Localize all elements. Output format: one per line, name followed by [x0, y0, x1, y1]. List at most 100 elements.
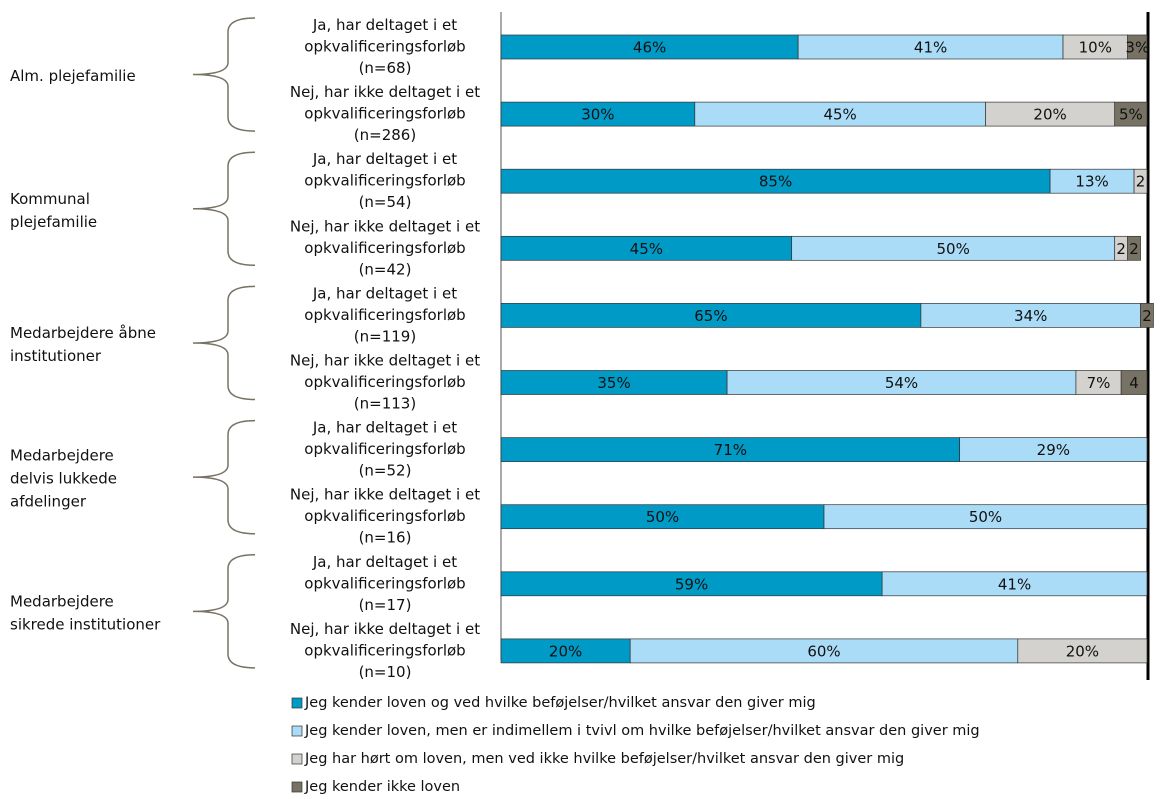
value-label: 59% — [675, 575, 708, 593]
bar-segment — [1127, 34, 1148, 60]
category-label: opkvalificeringsforløb — [304, 38, 465, 56]
bar-segment — [791, 235, 1116, 261]
category-label: Nej, har ikke deltaget i et — [290, 352, 480, 370]
category-label: Nej, har ikke deltaget i et — [290, 620, 480, 638]
group-label: plejefamilie — [10, 213, 97, 231]
category-label: (n=16) — [359, 529, 412, 547]
group-label: institutioner — [10, 347, 102, 365]
value-label: 20% — [1033, 106, 1066, 124]
group-label: Kommunal — [10, 190, 90, 208]
group-brace — [192, 151, 256, 267]
category-label: (n=68) — [359, 59, 412, 77]
value-label: 2 — [1116, 240, 1126, 258]
value-label: 2 — [1142, 307, 1152, 325]
bar-segment — [1049, 168, 1135, 194]
value-label: 41% — [914, 39, 947, 57]
bar-segment — [500, 101, 696, 127]
value-label: 7% — [1087, 374, 1111, 392]
category-label: (n=54) — [359, 193, 412, 211]
bar-segment — [1062, 34, 1128, 60]
bar-segment — [1127, 235, 1141, 261]
category-label: Nej, har ikke deltaget i et — [290, 486, 480, 504]
category-label: (n=42) — [359, 260, 412, 278]
category-label: Ja, har deltaget i et — [312, 284, 457, 302]
group-label: sikrede institutioner — [10, 615, 161, 633]
value-label: 50% — [646, 508, 679, 526]
bar-segment — [1017, 638, 1148, 664]
bar-segment — [629, 638, 1019, 664]
bar-segment — [1140, 303, 1154, 328]
bar-segment — [500, 571, 883, 597]
bar-segment — [985, 101, 1116, 127]
legend-swatch — [291, 753, 303, 765]
category-label: Nej, har ikke deltaget i et — [290, 83, 480, 101]
category-label: Ja, har deltaget i et — [312, 16, 457, 34]
category-label: opkvalificeringsforløb — [304, 172, 465, 190]
group-brace — [192, 419, 256, 535]
category-label: opkvalificeringsforløb — [304, 306, 465, 324]
bar-segment — [500, 638, 631, 664]
bar-segment — [881, 571, 1148, 597]
group-label: Medarbejdere — [10, 447, 114, 465]
value-label: 45% — [823, 106, 856, 124]
category-label: opkvalificeringsforløb — [304, 574, 465, 592]
group-label: Alm. plejefamilie — [10, 67, 136, 85]
group-label: Medarbejdere — [10, 592, 114, 610]
legend-swatch — [291, 781, 303, 793]
value-label: 45% — [630, 240, 663, 258]
bar-segment — [1075, 370, 1122, 395]
legend-label: Jeg har hørt om loven, men ved ikke hvil… — [304, 751, 904, 767]
value-label: 29% — [1037, 441, 1070, 459]
group-brace — [192, 554, 256, 669]
value-label: 54% — [885, 374, 918, 392]
category-label: Ja, har deltaget i et — [312, 553, 457, 571]
value-label: 2 — [1129, 240, 1139, 258]
category-label: (n=17) — [359, 596, 412, 614]
bar-segment — [797, 34, 1064, 60]
bar-segment — [726, 370, 1077, 395]
category-label: (n=119) — [354, 327, 416, 345]
bar-segment — [500, 34, 799, 60]
bar-segment — [823, 504, 1148, 530]
bar-segment — [1114, 101, 1148, 127]
legend-label: Jeg kender ikke loven — [304, 779, 460, 795]
value-label: 13% — [1075, 173, 1108, 191]
category-label: opkvalificeringsforløb — [304, 105, 465, 123]
bar-segment — [1120, 370, 1148, 395]
value-label: 71% — [714, 441, 747, 459]
value-label: 65% — [694, 307, 727, 325]
value-label: 50% — [969, 508, 1002, 526]
legend-swatch — [291, 697, 303, 709]
bar-segment — [694, 101, 986, 127]
category-label: opkvalificeringsforløb — [304, 507, 465, 525]
category-label: Ja, har deltaget i et — [312, 150, 457, 168]
value-label: 34% — [1014, 307, 1047, 325]
category-label: opkvalificeringsforløb — [304, 641, 465, 659]
category-label: (n=52) — [359, 462, 412, 480]
group-label: Medarbejdere åbne — [10, 324, 156, 342]
group-brace — [192, 285, 256, 401]
value-label: 85% — [759, 173, 792, 191]
group-label: afdelinger — [10, 493, 87, 511]
value-label: 4 — [1129, 374, 1139, 392]
value-label: 20% — [1066, 642, 1099, 660]
value-label: 3% — [1125, 39, 1149, 57]
group-label: delvis lukkede — [10, 470, 117, 488]
value-label: 2 — [1136, 173, 1146, 191]
legend-label: Jeg kender loven og ved hvilke beføjelse… — [304, 695, 816, 711]
category-label: (n=10) — [359, 663, 412, 681]
value-label: 20% — [549, 642, 582, 660]
category-label: (n=113) — [354, 395, 416, 413]
bar-segment — [500, 303, 922, 328]
value-label: 41% — [998, 575, 1031, 593]
bar-segment — [959, 437, 1148, 462]
group-brace — [192, 17, 256, 132]
bar-segment — [920, 303, 1141, 328]
value-label: 30% — [581, 106, 614, 124]
value-label: 50% — [937, 240, 970, 258]
category-label: opkvalificeringsforløb — [304, 440, 465, 458]
bar-segment — [500, 437, 961, 462]
category-label: opkvalificeringsforløb — [304, 239, 465, 257]
category-label: opkvalificeringsforløb — [304, 373, 465, 391]
